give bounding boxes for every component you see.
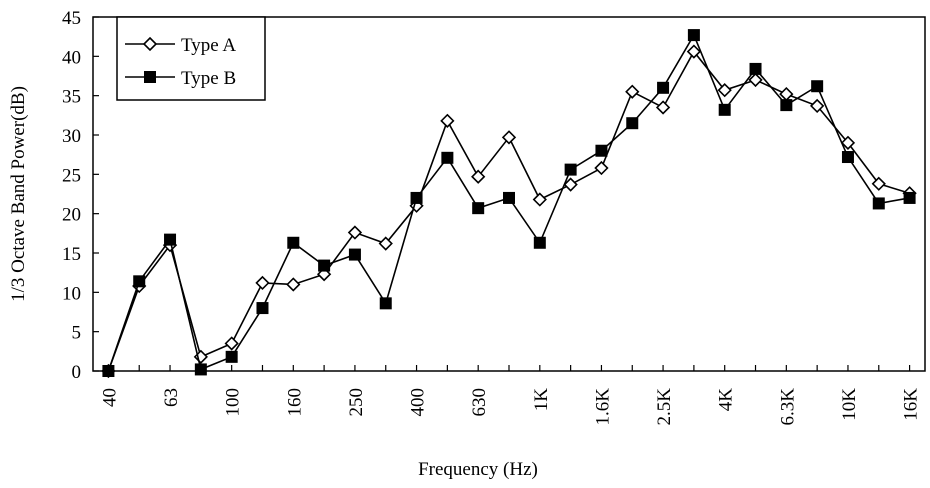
x-tick-label: 6.3K bbox=[777, 388, 798, 426]
y-tick-label: 5 bbox=[72, 323, 82, 344]
marker bbox=[256, 302, 269, 315]
marker bbox=[318, 259, 331, 272]
legend-label: Type A bbox=[181, 35, 236, 56]
marker bbox=[871, 176, 886, 191]
marker bbox=[133, 275, 146, 288]
marker bbox=[903, 191, 916, 204]
marker bbox=[379, 297, 392, 310]
marker bbox=[440, 113, 455, 128]
marker bbox=[164, 233, 177, 246]
x-tick-label: 100 bbox=[223, 388, 244, 417]
x-tick-label: 2.5K bbox=[654, 388, 675, 426]
y-tick-label: 40 bbox=[62, 47, 81, 68]
marker bbox=[841, 151, 854, 164]
marker bbox=[811, 80, 824, 93]
y-tick-label: 0 bbox=[72, 362, 82, 383]
x-tick-label: 1K bbox=[531, 388, 552, 412]
marker bbox=[255, 275, 270, 291]
legend-marker bbox=[142, 36, 158, 52]
marker bbox=[810, 98, 825, 114]
marker bbox=[625, 84, 640, 99]
marker bbox=[655, 100, 671, 115]
marker bbox=[749, 62, 762, 75]
y-tick-label: 45 bbox=[62, 8, 81, 29]
y-tick-label: 20 bbox=[62, 205, 81, 226]
x-tick-label: 160 bbox=[284, 388, 305, 417]
marker bbox=[594, 160, 609, 176]
marker bbox=[472, 202, 485, 215]
marker bbox=[626, 117, 639, 130]
marker bbox=[872, 197, 885, 210]
marker bbox=[378, 236, 393, 251]
x-tick-label: 4K bbox=[716, 388, 737, 412]
marker bbox=[532, 192, 547, 207]
y-tick-label: 25 bbox=[62, 165, 81, 186]
y-tick-label: 30 bbox=[62, 126, 81, 147]
x-tick-label: 400 bbox=[408, 388, 429, 417]
marker bbox=[748, 72, 763, 88]
marker bbox=[780, 99, 793, 112]
marker bbox=[224, 336, 239, 351]
marker bbox=[347, 225, 363, 240]
legend-box bbox=[116, 16, 266, 101]
marker bbox=[348, 248, 361, 261]
x-tick-label: 40 bbox=[99, 388, 120, 407]
marker bbox=[410, 191, 423, 204]
marker bbox=[657, 81, 670, 94]
marker bbox=[840, 135, 856, 150]
marker bbox=[717, 83, 732, 98]
marker bbox=[286, 277, 301, 292]
marker bbox=[533, 236, 546, 249]
marker bbox=[287, 236, 300, 249]
marker bbox=[471, 169, 486, 184]
x-axis-title: Frequency (Hz) bbox=[418, 459, 538, 480]
y-axis-title: 1/3 Octave Band Power(dB) bbox=[8, 86, 29, 302]
marker bbox=[441, 151, 454, 164]
marker bbox=[779, 86, 794, 102]
legend-label: Type B bbox=[181, 68, 236, 89]
marker bbox=[503, 191, 515, 204]
marker bbox=[102, 365, 115, 377]
x-tick-label: 250 bbox=[346, 388, 367, 417]
marker bbox=[563, 177, 578, 192]
x-tick-label: 10K bbox=[839, 388, 860, 421]
x-tick-label: 630 bbox=[469, 388, 490, 417]
y-tick-label: 35 bbox=[62, 87, 81, 108]
marker bbox=[718, 103, 731, 116]
x-tick-label: 16K bbox=[901, 388, 922, 421]
marker bbox=[225, 350, 238, 363]
marker bbox=[564, 163, 577, 176]
marker bbox=[686, 44, 702, 59]
y-tick-label: 15 bbox=[62, 244, 81, 265]
marker bbox=[595, 144, 608, 157]
marker bbox=[687, 29, 700, 42]
x-tick-label: 63 bbox=[161, 388, 182, 407]
marker bbox=[501, 130, 517, 145]
legend-marker bbox=[144, 71, 156, 83]
y-tick-label: 10 bbox=[62, 283, 81, 304]
marker bbox=[194, 363, 207, 376]
x-tick-label: 1.6K bbox=[592, 388, 613, 426]
